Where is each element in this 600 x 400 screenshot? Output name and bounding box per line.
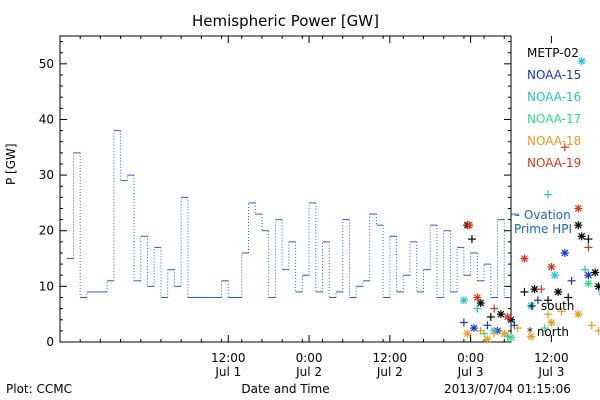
marker-key-north: * north (527, 325, 570, 339)
legend-item-noaa-19: NOAA-19 (527, 156, 582, 170)
data-point-noaa-19 (465, 221, 474, 230)
data-point-noaa-15 (483, 321, 492, 330)
data-point-noaa-15 (560, 248, 569, 257)
data-point-noaa-18 (500, 329, 509, 338)
data-point-noaa-19 (560, 143, 569, 152)
legend-item-noaa-17: NOAA-17 (527, 112, 582, 126)
y-axis-label: P [GW] (4, 143, 18, 185)
marker-key-south: + south (527, 299, 575, 313)
model-legend-line1: – Ovation (514, 208, 571, 222)
x-tick-label-time: 12:00 (211, 351, 246, 365)
data-point-noaa-15 (533, 296, 542, 305)
data-point-metp-02 (554, 287, 563, 296)
data-point-noaa-18 (463, 329, 472, 338)
data-point-noaa-18 (490, 329, 499, 338)
data-point-metp-02 (591, 268, 600, 277)
x-tick-label-time: 0:00 (457, 351, 484, 365)
marker-key: + south * north (527, 298, 574, 350)
data-point-noaa-17 (540, 324, 549, 333)
x-tick-label-date: Jul 3 (457, 365, 484, 379)
data-point-noaa-18 (557, 307, 566, 316)
data-point-noaa-19 (584, 243, 593, 252)
data-point-metp-02 (520, 287, 529, 296)
data-point-noaa-16 (581, 265, 590, 274)
x-tick-label-time: 12:00 (373, 351, 408, 365)
plot-credit: Plot: CCMC (6, 382, 72, 396)
y-tick-label: 50 (39, 57, 54, 71)
data-point-noaa-16 (459, 296, 468, 305)
data-point-noaa-16 (473, 304, 482, 313)
data-point-noaa-18 (547, 318, 556, 327)
data-point-noaa-17 (584, 279, 593, 288)
legend: METP-02 NOAA-15 NOAA-16 NOAA-17 NOAA-18 … (527, 42, 581, 174)
data-point-noaa-15 (567, 276, 576, 285)
data-point-noaa-18 (544, 310, 553, 319)
data-point-noaa-19 (490, 304, 499, 313)
data-point-metp-02 (486, 312, 495, 321)
data-point-noaa-19 (574, 204, 583, 213)
data-point-metp-02 (496, 310, 505, 319)
data-point-noaa-18 (574, 310, 583, 319)
y-tick-label: 10 (39, 279, 54, 293)
x-tick-label-time: 0:00 (296, 351, 323, 365)
data-point-metp-02 (574, 221, 583, 230)
data-point-noaa-18 (513, 324, 522, 333)
data-point-noaa-15 (584, 271, 593, 280)
data-point-metp-02 (476, 299, 485, 308)
data-point-noaa-18 (476, 326, 485, 335)
data-point-noaa-18 (594, 326, 600, 335)
plot-timestamp: 2013/07/04 01:15:06 (444, 382, 571, 396)
legend-item-noaa-16: NOAA-16 (527, 90, 582, 104)
data-point-noaa-18 (527, 332, 536, 341)
data-point-metp-02 (530, 285, 539, 294)
x-tick-label-date: Jul 2 (295, 365, 322, 379)
data-point-metp-02 (594, 282, 600, 291)
data-point-noaa-18 (483, 335, 492, 344)
data-point-metp-02 (564, 293, 573, 302)
x-tick-label-date: Jul 3 (537, 365, 564, 379)
data-point-noaa-16 (577, 57, 586, 66)
model-legend: – Ovation Prime HPI (514, 208, 572, 236)
data-point-noaa-17 (507, 333, 515, 342)
data-point-noaa-19 (503, 312, 512, 321)
legend-item-noaa-18: NOAA-18 (527, 134, 582, 148)
model-legend-line2: Prime HPI (514, 222, 572, 236)
y-tick-label: 0 (46, 335, 54, 349)
x-tick-label-date: Jul 1 (214, 365, 241, 379)
data-point-metp-02 (544, 296, 553, 305)
data-point-noaa-19 (547, 262, 556, 271)
data-point-noaa-16 (527, 301, 536, 310)
data-point-metp-02 (584, 235, 593, 244)
data-point-noaa-16 (550, 271, 559, 280)
x-tick-label-time: 12:00 (534, 351, 569, 365)
y-tick-label: 40 (39, 112, 54, 126)
data-point-metp-02 (467, 235, 476, 244)
data-point-noaa-19 (537, 285, 546, 294)
x-tick-label-date: Jul 2 (376, 365, 403, 379)
legend-item-noaa-15: NOAA-15 (527, 68, 582, 82)
data-point-metp-02 (577, 232, 586, 241)
x-axis-label: Date and Time (241, 382, 330, 396)
data-point-noaa-16 (544, 190, 553, 199)
legend-item-metp-02: METP-02 (527, 46, 579, 60)
data-point-noaa-19 (473, 293, 482, 302)
y-tick-label: 20 (39, 224, 54, 238)
y-tick-label: 30 (39, 168, 54, 182)
plot-frame (59, 35, 512, 343)
data-point-noaa-19 (520, 254, 529, 263)
data-point-noaa-15 (469, 324, 478, 333)
data-point-noaa-18 (587, 321, 596, 330)
data-point-noaa-15 (459, 318, 468, 327)
chart-title: Hemispheric Power [GW] (192, 12, 379, 30)
